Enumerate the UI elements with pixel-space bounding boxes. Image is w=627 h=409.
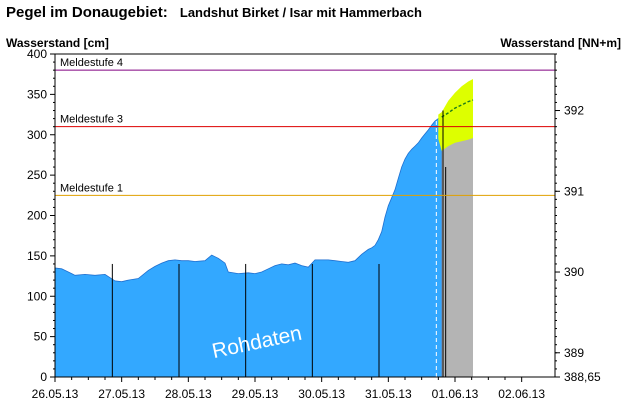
- y-axis-label-right: Wasserstand [NN+m]: [500, 36, 621, 50]
- x-tick-label: 29.05.13: [232, 387, 279, 401]
- series-area-measured: [54, 116, 443, 378]
- x-tick-label: 01.06.13: [432, 387, 479, 401]
- title-main: Pegel im Donaugebiet:: [6, 4, 168, 21]
- x-tick-label: 26.05.13: [32, 387, 79, 401]
- y-tick-label-left: 300: [27, 128, 47, 142]
- y-tick-label-left: 50: [34, 330, 48, 344]
- x-tick-label: 02.06.13: [498, 387, 545, 401]
- series-area-forecast: [441, 100, 473, 377]
- threshold-label: Meldestufe 4: [60, 57, 123, 69]
- y-tick-label-left: 200: [27, 209, 47, 223]
- y-tick-label-right: 392: [564, 104, 584, 118]
- y-tick-label-left: 400: [27, 47, 47, 61]
- y-tick-label-right: 390: [564, 265, 584, 279]
- chart-title: Pegel im Donaugebiet: Landshut Birket / …: [6, 4, 422, 21]
- x-tick-label: 27.05.13: [98, 387, 145, 401]
- y-tick-label-left: 0: [40, 370, 47, 384]
- y-tick-label-left: 150: [27, 249, 47, 263]
- forecast-band: [438, 79, 473, 151]
- y-axis-label-left: Wasserstand [cm]: [6, 36, 109, 50]
- y-tick-label-left: 350: [27, 87, 47, 101]
- threshold-label: Meldestufe 1: [60, 182, 123, 194]
- y-tick-label-right: 389: [564, 346, 584, 360]
- y-tick-label-right: 388,65: [564, 370, 601, 384]
- threshold-label: Meldestufe 3: [60, 114, 123, 126]
- x-tick-label: 28.05.13: [165, 387, 212, 401]
- forecast-line: [441, 99, 474, 118]
- y-tick-label-left: 100: [27, 289, 47, 303]
- x-tick-label: 30.05.13: [298, 387, 345, 401]
- station-name: Landshut Birket / Isar mit Hammerbach: [179, 5, 422, 20]
- y-tick-label-left: 250: [27, 168, 47, 182]
- x-tick-label: 31.05.13: [365, 387, 412, 401]
- y-tick-label-right: 391: [564, 184, 584, 198]
